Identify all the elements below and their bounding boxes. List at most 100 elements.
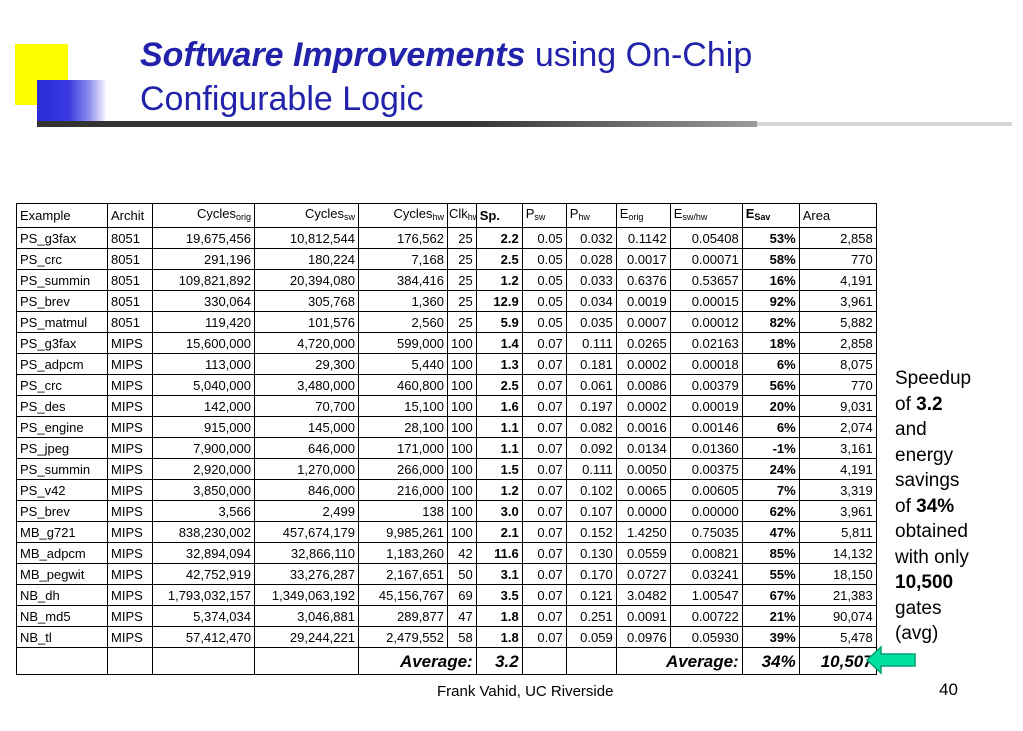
table-cell: 1.4250: [615, 521, 671, 543]
table-cell: 0.121: [565, 584, 617, 606]
table-cell: MIPS: [107, 605, 153, 627]
table-cell: 0.07: [521, 605, 567, 627]
table-body: PS_g3fax 8051 19,675,456 10,812,544 176,562 2…: [16, 227, 877, 675]
table-cell: 0.033: [565, 269, 617, 291]
header-label: Example: [20, 208, 71, 223]
table-cell: 289,877: [358, 605, 448, 627]
table-cell: MIPS: [107, 500, 153, 522]
table-cell: 770: [798, 248, 877, 270]
table-cell: 1,183,260: [358, 542, 448, 564]
table-cell: 1,349,063,192: [254, 584, 359, 606]
table-cell: 0.07: [521, 626, 567, 648]
table-cell: 100: [447, 416, 477, 438]
table-cell: 4,191: [798, 458, 877, 480]
page-number: 40: [939, 680, 958, 699]
table-row: PS_engine MIPS 915,000 145,000 28,100 100 1.1 0…: [16, 416, 877, 438]
table-cell: 0.07: [521, 395, 567, 417]
table-cell: 1.3: [475, 353, 523, 375]
table-cell: 113,000: [152, 353, 255, 375]
note-line: obtained: [895, 521, 968, 542]
table-cell: MB_g721: [16, 521, 108, 543]
table-cell: 47%: [741, 521, 800, 543]
table-cell: 0.092: [565, 437, 617, 459]
table-cell: 3.1: [475, 563, 523, 585]
table-cell: PS_brev: [16, 500, 108, 522]
table-cell: 8051: [107, 227, 153, 249]
table-cell: 39%: [741, 626, 800, 648]
table-cell: 3,566: [152, 500, 255, 522]
table-cell: 24%: [741, 458, 800, 480]
note-text: of: [895, 495, 917, 517]
table-cell: 0.07: [521, 332, 567, 354]
table-row: PS_summin 8051 109,821,892 20,394,080 384,41…: [16, 269, 877, 291]
table-cell: 53%: [741, 227, 800, 249]
table-cell: 2,479,552: [358, 626, 448, 648]
header-label: Area: [802, 208, 831, 223]
table-row: PS_g3fax 8051 19,675,456 10,812,544 176,562 2…: [16, 227, 877, 249]
table-cell: MB_adpcm: [16, 542, 108, 564]
table-cell: 0.03241: [669, 563, 743, 585]
table-cell: 1.2: [475, 479, 523, 501]
header-label: Sp.: [479, 208, 500, 223]
table-cell: 15,600,000: [152, 332, 255, 354]
table-cell: 1.1: [475, 437, 523, 459]
table-cell: 1.4: [475, 332, 523, 354]
table-cell: 100: [447, 437, 477, 459]
table-cell: 0.111: [565, 332, 617, 354]
table-cell: 0.00821: [669, 542, 743, 564]
table-cell: 0.07: [521, 437, 567, 459]
table-cell: PS_engine: [16, 416, 108, 438]
table-cell: 0.0976: [615, 626, 671, 648]
header-subscript: orig: [235, 212, 251, 222]
table-cell: 305,768: [254, 290, 359, 312]
header-label: Archit: [111, 208, 145, 223]
table-cell: 19,675,456: [152, 227, 255, 249]
table-cell: 29,244,221: [254, 626, 359, 648]
note-gates-value: 10,500: [895, 572, 954, 593]
table-cell: PS_jpeg: [16, 437, 108, 459]
table-cell: NB_dh: [16, 584, 108, 606]
table-cell: 0.034: [565, 290, 617, 312]
table-cell: 8051: [107, 311, 153, 333]
table-cell: 5,811: [798, 521, 877, 543]
title-underline-light: [757, 122, 1012, 126]
header-subscript: sw: [534, 212, 546, 222]
table-cell: 0.035: [565, 311, 617, 333]
table-cell: 8051: [107, 248, 153, 270]
table-cell: 92%: [741, 290, 800, 312]
table-cell: 42: [447, 542, 477, 564]
header-subscript: hw: [467, 212, 475, 222]
header-label: Cycles: [393, 206, 433, 221]
table-cell: 11.6: [475, 542, 523, 564]
table-cell: 0.00012: [669, 311, 743, 333]
table-row: PS_brev MIPS 3,566 2,499 138 100 3.0 0.07 0.107 0…: [16, 500, 877, 522]
table-cell: 0.00071: [669, 248, 743, 270]
table-cell: MIPS: [107, 374, 153, 396]
table-cell: 0.0559: [615, 542, 671, 564]
table-cell: 5.9: [475, 311, 523, 333]
col-area-header: Area: [798, 203, 877, 228]
table-cell: 62%: [741, 500, 800, 522]
table-cell: 0.1142: [615, 227, 671, 249]
table-cell: 21%: [741, 605, 800, 627]
table-cell: 0.032: [565, 227, 617, 249]
table-row: PS_adpcm MIPS 113,000 29,300 5,440 100 1.3 0.07…: [16, 353, 877, 375]
table-cell: 58: [447, 626, 477, 648]
slide-title: Software Improvements using On-Chip Conf…: [140, 33, 752, 121]
table-cell: 18,150: [798, 563, 877, 585]
table-row: PS_g3fax MIPS 15,600,000 4,720,000 599,000 10…: [16, 332, 877, 354]
table-cell: 0.53657: [669, 269, 743, 291]
table-cell: 119,420: [152, 311, 255, 333]
note-line: with only: [895, 546, 969, 568]
table-cell: MIPS: [107, 584, 153, 606]
table-row: NB_tl MIPS 57,412,470 29,244,221 2,479,552 58…: [16, 626, 877, 648]
table-cell: 0.07: [521, 458, 567, 480]
table-cell: MIPS: [107, 626, 153, 648]
table-cell: 45,156,767: [358, 584, 448, 606]
table-cell: PS_summin: [16, 458, 108, 480]
left-arrow-icon: [865, 645, 916, 675]
table-cell: 100: [447, 479, 477, 501]
table-cell: 3,850,000: [152, 479, 255, 501]
note-line: of 34%: [895, 494, 995, 520]
average-energy-savings: 34%: [741, 647, 800, 675]
